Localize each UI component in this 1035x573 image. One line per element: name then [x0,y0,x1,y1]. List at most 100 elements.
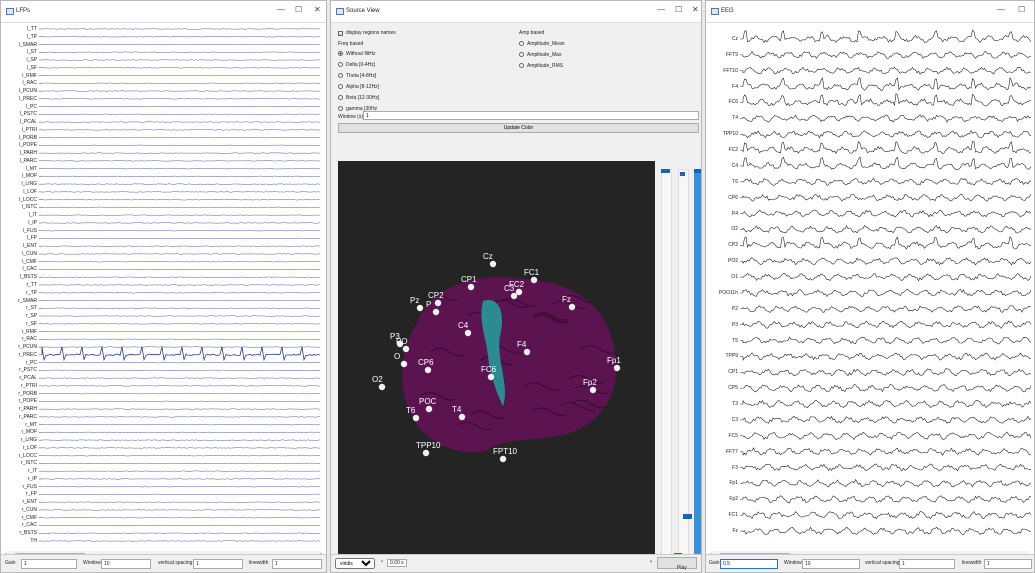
lfp-channel-label: l_SP [26,57,37,64]
lfp-plot [39,28,321,542]
electrode-marker[interactable] [467,283,475,291]
electrode-marker[interactable] [400,360,408,368]
electrode-marker[interactable] [515,288,523,296]
amp-option-radio[interactable]: Amplitude_RMS [519,63,563,69]
vertical-slider-track-2[interactable] [678,169,689,559]
lfp-trace [41,113,321,115]
amp-option-radio[interactable]: Amplitude_Mean [519,41,565,47]
electrode-marker[interactable] [396,340,404,348]
vertical-spacing-input[interactable] [193,559,243,569]
electrode-marker[interactable] [422,449,430,457]
electrode-marker[interactable] [432,308,440,316]
lfp-window-title: LFPs [16,8,31,14]
lfp-channel-label: r_CUN [21,506,37,513]
freq-option-radio[interactable]: Without filtHz [338,51,375,57]
lfp-trace [41,175,321,177]
electrode-label: FC1 [524,268,540,277]
minimize-icon[interactable]: — [657,5,665,14]
electrode-marker[interactable] [499,455,507,463]
gain-label: Gain [709,560,720,566]
electrode-marker[interactable] [402,345,410,353]
gain-input[interactable] [21,559,77,569]
lfp-trace [41,338,321,340]
lfp-channel-label: TH [30,538,37,544]
gain-input[interactable] [720,559,778,569]
electrode-marker[interactable] [378,383,386,391]
play-button[interactable]: Play [657,557,697,571]
electrode-marker[interactable] [416,304,424,312]
slider-handle-1-top[interactable] [661,169,670,173]
window-input[interactable] [802,559,860,569]
electrode-marker[interactable] [489,260,497,268]
step-back-icon[interactable]: ‹ [381,559,383,565]
maximize-icon[interactable]: ☐ [295,5,303,14]
brain-sulcus [533,314,569,323]
electrode-marker[interactable] [523,348,531,356]
electrode-marker[interactable] [424,366,432,374]
brain-3d-view[interactable]: CP1CzFC1PzCP2FC2C3FzPC4F4POP3OCP6FC6Fp1O… [338,161,655,559]
linewidth-input[interactable] [984,559,1032,569]
eeg-channel-label: TPP10 [722,131,738,138]
slider-handle-2-mid[interactable] [683,514,692,519]
electrode-label: TPP10 [416,441,441,450]
electrode-marker[interactable] [487,373,495,381]
maximize-icon[interactable]: ☐ [1018,5,1026,14]
display-names-checkbox[interactable]: ✓ display regions names [338,30,396,36]
lfp-trace [42,28,321,30]
electrode-marker[interactable] [464,329,472,337]
electrode-label: F4 [517,340,527,349]
eeg-trace [742,336,1032,345]
electrode-marker[interactable] [613,364,621,372]
freq-option-radio[interactable]: gamma [30Hz [338,106,377,112]
electrode-marker[interactable] [434,299,442,307]
electrode-marker[interactable] [568,303,576,311]
eeg-channel-label: T3 [732,401,738,408]
slider-handle-2-top[interactable] [680,172,685,176]
time-progress-bar[interactable] [694,173,701,557]
freq-option-radio[interactable]: Alpha [8-12Hz] [338,84,379,90]
electrode-marker[interactable] [425,405,433,413]
close-icon[interactable]: ✕ [692,5,699,14]
eeg-trace [742,177,1032,186]
lfp-trace [41,90,321,92]
window-seconds-input[interactable] [363,111,699,120]
amp-option-label: Amplitude_Max [527,52,562,58]
electrode-marker[interactable] [458,413,466,421]
time-progress-top-handle[interactable] [694,169,701,173]
freq-option-radio[interactable]: Beta [12-30Hz] [338,95,379,101]
maximize-icon[interactable]: ☐ [675,5,683,14]
eeg-channel-label: CP1 [728,369,738,376]
electrode-marker[interactable] [589,386,597,394]
freq-option-radio[interactable]: Delta [0-4Hz] [338,62,375,68]
close-icon[interactable]: ✕ [314,5,321,14]
linewidth-label: linewidth [962,560,982,566]
update-color-button[interactable]: Update Color [338,123,699,133]
vertical-slider-track-1[interactable] [661,169,672,559]
electrode-marker[interactable] [530,276,538,284]
lfp-trace [41,524,321,527]
step-forward-icon[interactable]: › [650,559,652,565]
electrode-marker[interactable] [412,414,420,422]
vertical-spacing-input[interactable] [899,559,955,569]
electrode-label: Fp1 [607,356,621,365]
linewidth-input[interactable] [272,559,322,569]
lfp-channel-label: l_LOCC [19,196,37,203]
lfp-trace [41,439,321,441]
lfp-trace [41,400,321,402]
minimize-icon[interactable]: — [997,5,1005,14]
electrode-marker[interactable] [510,292,518,300]
colormap-select[interactable]: viridis [335,558,375,569]
eeg-channel-label: T6 [732,178,738,185]
lfp-channel-label: r_PARH [19,406,37,413]
eeg-channel-label: CP5 [728,385,738,392]
lfp-trace [41,478,321,480]
window-input[interactable] [101,559,151,569]
eeg-trace [742,193,1032,202]
lfp-trace [41,330,321,333]
eeg-channel-label: P3 [731,321,738,328]
minimize-icon[interactable]: — [277,5,285,14]
freq-option-radio[interactable]: Theta [4-8Hz] [338,73,376,79]
electrode-label: Pz [410,296,419,305]
amp-option-radio[interactable]: Amplitude_Max [519,52,561,58]
lfp-channel-label: r_PCUN [18,344,37,351]
